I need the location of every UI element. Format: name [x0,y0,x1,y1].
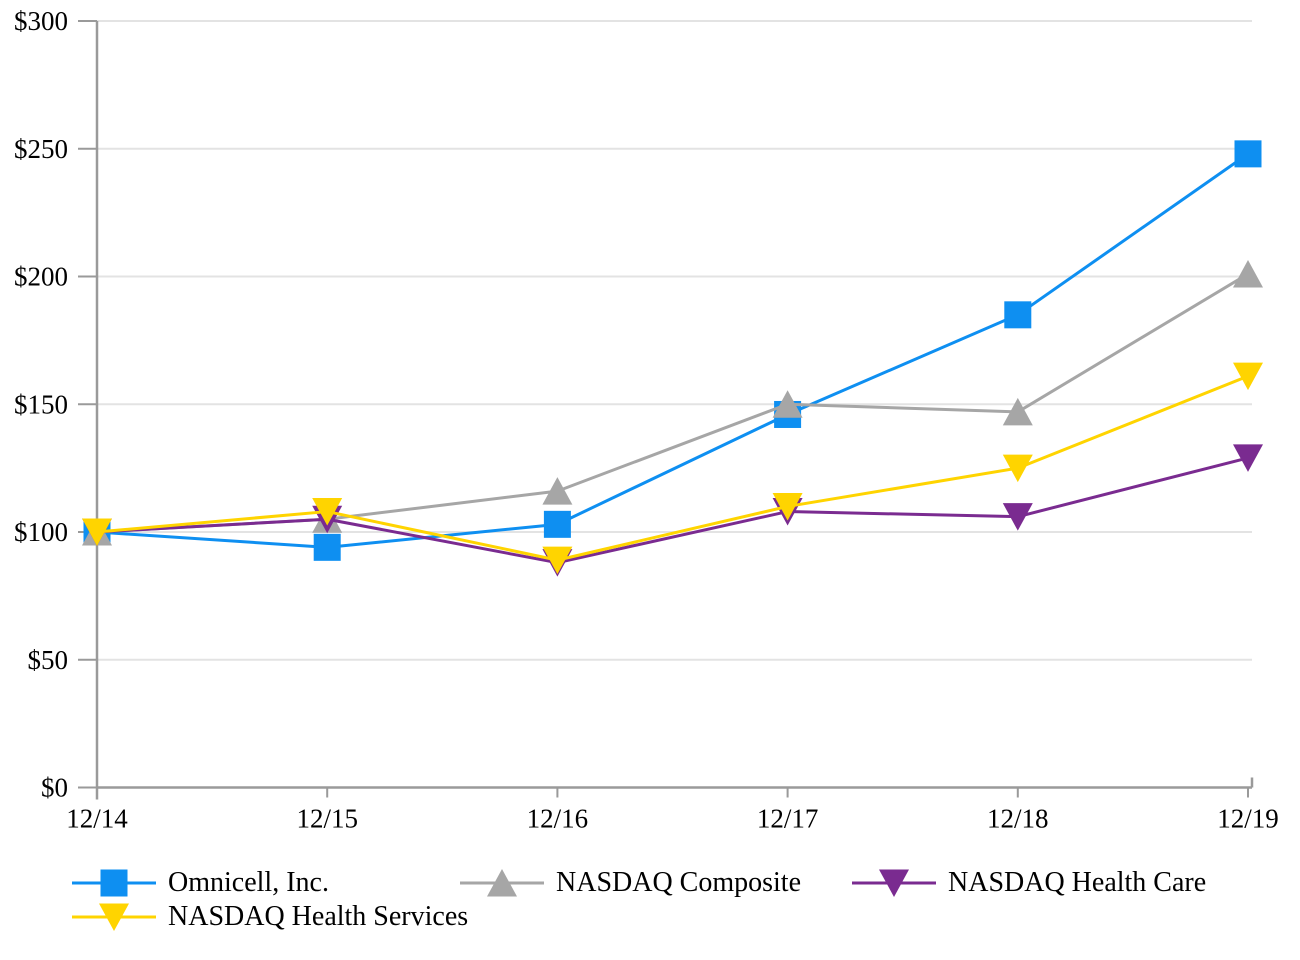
svg-text:12/16: 12/16 [527,804,589,834]
svg-text:12/15: 12/15 [296,804,358,834]
nasdaq-health-services-triangle-marker-icon [72,903,156,931]
legend-row-2: NASDAQ Health Services [72,900,1292,934]
svg-text:$50: $50 [28,645,69,675]
svg-text:12/19: 12/19 [1217,804,1279,834]
legend-item-nasdaq-health-services: NASDAQ Health Services [72,900,468,934]
legend-item-nasdaq-composite: NASDAQ Composite [460,866,852,900]
legend-item-nasdaq-health-care: NASDAQ Health Care [852,866,1206,900]
omnicell-square-marker-icon [72,869,156,897]
legend-label-nasdaq-health-services: NASDAQ Health Services [168,901,469,932]
legend-label-nasdaq-composite: NASDAQ Composite [556,867,802,898]
svg-text:12/18: 12/18 [987,804,1049,834]
legend-label-omnicell: Omnicell, Inc. [168,867,329,898]
svg-text:12/17: 12/17 [757,804,819,834]
nasdaq-health-care-triangle-marker-icon [852,869,936,897]
legend-row-1: Omnicell, Inc. NASDAQ Composite NASDAQ H… [72,866,1292,900]
chart-legend: Omnicell, Inc. NASDAQ Composite NASDAQ H… [72,866,1292,934]
performance-line-chart: $0 $50 $100 $150 $200 $250 $300 12/14 12/15 12/16… [14,6,1279,834]
legend-item-omnicell: Omnicell, Inc. [72,866,460,900]
svg-text:$300: $300 [14,6,68,36]
nasdaq-composite-triangle-marker-icon [460,869,544,897]
svg-text:$150: $150 [14,389,68,419]
svg-text:$250: $250 [14,134,68,164]
svg-text:$200: $200 [14,262,68,292]
legend-label-nasdaq-health-care: NASDAQ Health Care [948,867,1207,898]
svg-text:$0: $0 [41,773,68,803]
svg-text:12/14: 12/14 [66,804,128,834]
svg-text:$100: $100 [14,517,68,547]
